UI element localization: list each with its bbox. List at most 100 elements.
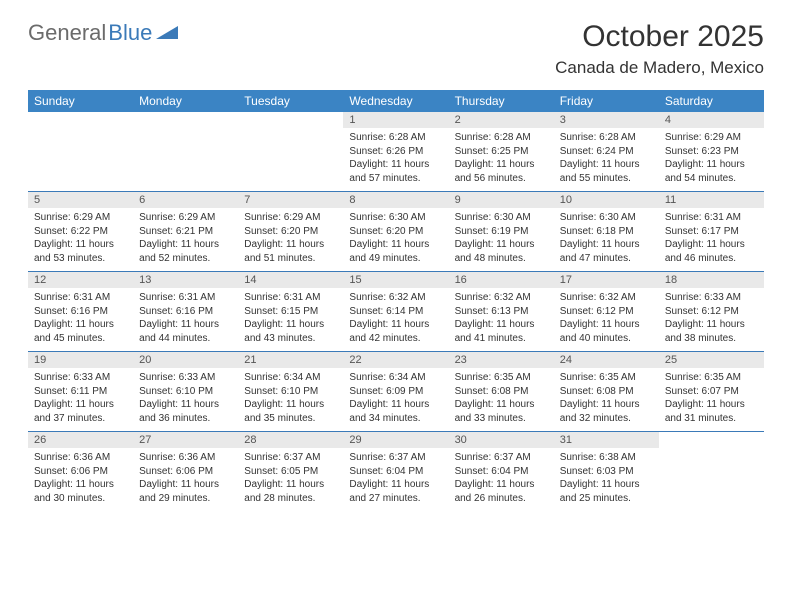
day-info-line: Sunset: 6:10 PM <box>244 385 337 399</box>
day-info: Sunrise: 6:31 AMSunset: 6:17 PMDaylight:… <box>659 208 764 271</box>
day-info-line: Daylight: 11 hours <box>349 318 442 332</box>
day-info-line: Sunset: 6:03 PM <box>560 465 653 479</box>
day-number: 4 <box>659 112 764 128</box>
day-cell: 11Sunrise: 6:31 AMSunset: 6:17 PMDayligh… <box>659 192 764 272</box>
day-info-line: Daylight: 11 hours <box>34 478 127 492</box>
day-number: 31 <box>554 432 659 448</box>
dayhead-sun: Sunday <box>28 90 133 112</box>
day-info-line: Sunrise: 6:33 AM <box>139 371 232 385</box>
day-number: 27 <box>133 432 238 448</box>
logo-word2: Blue <box>108 20 152 46</box>
day-info-line: Sunset: 6:16 PM <box>139 305 232 319</box>
day-info-line: Daylight: 11 hours <box>139 318 232 332</box>
day-info-line: Sunset: 6:10 PM <box>139 385 232 399</box>
day-cell: 24 Sunrise: 6:35 AMSunset: 6:08 PMDayligh… <box>554 352 659 432</box>
day-cell: 17Sunrise: 6:32 AMSunset: 6:12 PMDayligh… <box>554 272 659 352</box>
day-info-line: and 32 minutes. <box>560 412 653 426</box>
day-info-line: Daylight: 11 hours <box>560 238 653 252</box>
day-info-line: and 37 minutes. <box>34 412 127 426</box>
day-number: 13 <box>133 272 238 288</box>
day-info-line: Daylight: 11 hours <box>139 398 232 412</box>
day-cell: 1Sunrise: 6:28 AMSunset: 6:26 PMDaylight… <box>343 112 448 192</box>
week-row: 26Sunrise: 6:36 AMSunset: 6:06 PMDayligh… <box>28 432 764 512</box>
day-info: Sunrise: 6:38 AMSunset: 6:03 PMDaylight:… <box>554 448 659 511</box>
day-info: Sunrise: 6:31 AMSunset: 6:16 PMDaylight:… <box>28 288 133 351</box>
day-info-line: Daylight: 11 hours <box>244 478 337 492</box>
day-cell: 31Sunrise: 6:38 AMSunset: 6:03 PMDayligh… <box>554 432 659 512</box>
day-info-line: and 44 minutes. <box>139 332 232 346</box>
day-number: 18 <box>659 272 764 288</box>
calendar-table: Sunday Monday Tuesday Wednesday Thursday… <box>28 90 764 511</box>
day-info: Sunrise: 6:37 AMSunset: 6:05 PMDaylight:… <box>238 448 343 511</box>
day-cell: 4Sunrise: 6:29 AMSunset: 6:23 PMDaylight… <box>659 112 764 192</box>
day-number: 8 <box>343 192 448 208</box>
day-number: 16 <box>449 272 554 288</box>
day-number: 24 <box>554 352 659 368</box>
day-info-line: and 40 minutes. <box>560 332 653 346</box>
day-info-line: Sunrise: 6:35 AM <box>560 371 653 385</box>
week-row: 1Sunrise: 6:28 AMSunset: 6:26 PMDaylight… <box>28 112 764 192</box>
day-info: Sunrise: 6:34 AMSunset: 6:10 PMDaylight:… <box>238 368 343 431</box>
day-info-line: Sunset: 6:04 PM <box>455 465 548 479</box>
day-info-line: Daylight: 11 hours <box>34 318 127 332</box>
day-info-line: Daylight: 11 hours <box>560 478 653 492</box>
day-info-line: Sunrise: 6:33 AM <box>665 291 758 305</box>
day-info-line: Sunset: 6:25 PM <box>455 145 548 159</box>
day-info-line: Sunset: 6:07 PM <box>665 385 758 399</box>
day-info: Sunrise: 6:29 AMSunset: 6:20 PMDaylight:… <box>238 208 343 271</box>
day-cell: 8Sunrise: 6:30 AMSunset: 6:20 PMDaylight… <box>343 192 448 272</box>
day-info: Sunrise: 6:36 AMSunset: 6:06 PMDaylight:… <box>28 448 133 511</box>
day-info-line: Sunset: 6:14 PM <box>349 305 442 319</box>
day-cell: 9Sunrise: 6:30 AMSunset: 6:19 PMDaylight… <box>449 192 554 272</box>
title-block: October 2025 Canada de Madero, Mexico <box>555 20 764 78</box>
day-info-line: Sunrise: 6:29 AM <box>665 131 758 145</box>
day-info-line: Sunrise: 6:37 AM <box>455 451 548 465</box>
day-info-line: Sunset: 6:26 PM <box>349 145 442 159</box>
day-info-line: Sunrise: 6:29 AM <box>139 211 232 225</box>
day-info-line: Daylight: 11 hours <box>560 398 653 412</box>
day-info-line: Daylight: 11 hours <box>349 238 442 252</box>
day-number <box>659 432 764 448</box>
day-info-line: and 52 minutes. <box>139 252 232 266</box>
day-cell: 13Sunrise: 6:31 AMSunset: 6:16 PMDayligh… <box>133 272 238 352</box>
day-info-line: Daylight: 11 hours <box>455 478 548 492</box>
day-info-line: and 55 minutes. <box>560 172 653 186</box>
day-info-line: Daylight: 11 hours <box>349 478 442 492</box>
day-number: 12 <box>28 272 133 288</box>
day-info-line: Daylight: 11 hours <box>455 158 548 172</box>
day-info-line: Sunset: 6:06 PM <box>34 465 127 479</box>
day-cell: 23Sunrise: 6:35 AMSunset: 6:08 PMDayligh… <box>449 352 554 432</box>
day-number: 10 <box>554 192 659 208</box>
day-cell <box>238 112 343 192</box>
day-info-line: and 27 minutes. <box>349 492 442 506</box>
day-cell <box>28 112 133 192</box>
day-number: 20 <box>133 352 238 368</box>
day-info-line: Sunrise: 6:31 AM <box>665 211 758 225</box>
day-info-line: Daylight: 11 hours <box>34 238 127 252</box>
day-info: Sunrise: 6:32 AMSunset: 6:13 PMDaylight:… <box>449 288 554 351</box>
day-cell: 14Sunrise: 6:31 AMSunset: 6:15 PMDayligh… <box>238 272 343 352</box>
day-info-line: Sunrise: 6:29 AM <box>34 211 127 225</box>
day-number: 26 <box>28 432 133 448</box>
day-info-line: Sunrise: 6:29 AM <box>244 211 337 225</box>
day-number: 3 <box>554 112 659 128</box>
day-info-line: Sunrise: 6:38 AM <box>560 451 653 465</box>
day-info-line: Daylight: 11 hours <box>349 398 442 412</box>
day-info-line: and 25 minutes. <box>560 492 653 506</box>
day-info: Sunrise: 6:31 AMSunset: 6:16 PMDaylight:… <box>133 288 238 351</box>
day-cell: 30Sunrise: 6:37 AMSunset: 6:04 PMDayligh… <box>449 432 554 512</box>
day-info: Sunrise: 6:28 AMSunset: 6:26 PMDaylight:… <box>343 128 448 191</box>
day-info: Sunrise: 6:36 AMSunset: 6:06 PMDaylight:… <box>133 448 238 511</box>
week-row: 19Sunrise: 6:33 AMSunset: 6:11 PMDayligh… <box>28 352 764 432</box>
day-info: Sunrise: 6:29 AMSunset: 6:22 PMDaylight:… <box>28 208 133 271</box>
day-info-line: Sunrise: 6:37 AM <box>349 451 442 465</box>
day-info-line: Daylight: 11 hours <box>665 398 758 412</box>
day-info-line: Daylight: 11 hours <box>455 238 548 252</box>
day-info-line: Sunset: 6:08 PM <box>560 385 653 399</box>
dayhead-tue: Tuesday <box>238 90 343 112</box>
day-info-line: Daylight: 11 hours <box>244 398 337 412</box>
day-info-line: Sunrise: 6:31 AM <box>139 291 232 305</box>
day-info-line: and 33 minutes. <box>455 412 548 426</box>
logo-word1: General <box>28 20 106 46</box>
day-cell: 5Sunrise: 6:29 AMSunset: 6:22 PMDaylight… <box>28 192 133 272</box>
